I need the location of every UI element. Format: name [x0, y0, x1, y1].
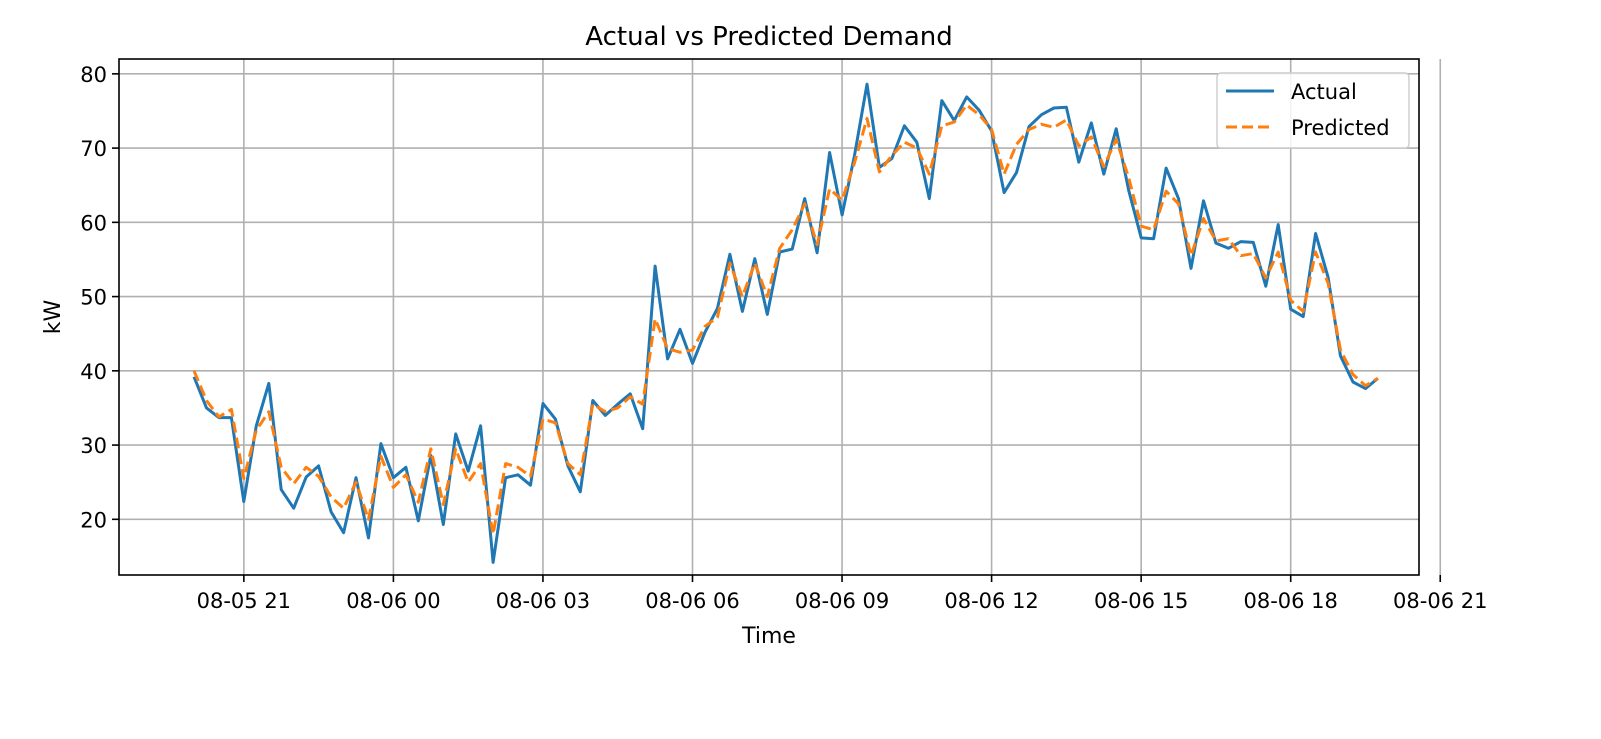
legend: Actual Predicted [1216, 72, 1410, 149]
y-tick-label: 60 [80, 211, 107, 235]
y-axis-label: kW [41, 300, 66, 335]
x-tick-label: 08-05 21 [197, 589, 291, 613]
series-line-actual [192, 82, 1379, 564]
x-tick-label: 08-06 06 [645, 589, 739, 613]
x-tick-label: 08-06 12 [944, 589, 1038, 613]
y-tick-label: 50 [80, 286, 107, 310]
legend-label-predicted: Predicted [1291, 116, 1390, 140]
x-tick-label: 08-06 15 [1094, 589, 1188, 613]
series-line-predicted [192, 103, 1379, 536]
x-tick-label: 08-06 09 [795, 589, 889, 613]
y-tick-label: 30 [80, 434, 107, 458]
plot-frame [118, 58, 1420, 576]
x-tick-label: 08-06 00 [346, 589, 440, 613]
legend-label-actual: Actual [1291, 80, 1357, 104]
y-tick-label: 20 [80, 508, 107, 532]
x-tick-label: 08-06 18 [1243, 589, 1337, 613]
y-tick-label: 70 [80, 137, 107, 161]
series-layer [192, 82, 1379, 564]
chart-title: Actual vs Predicted Demand [585, 22, 953, 52]
x-tick-label: 08-06 03 [496, 589, 590, 613]
x-tick-label: 08-06 21 [1393, 589, 1487, 613]
y-tick-label: 40 [80, 360, 107, 384]
y-tick-label: 80 [80, 63, 107, 87]
x-axis-label: Time [741, 624, 796, 649]
ticks: 08-05 21 08-06 00 08-06 03 08-06 06 08-06 09… [80, 63, 1487, 613]
